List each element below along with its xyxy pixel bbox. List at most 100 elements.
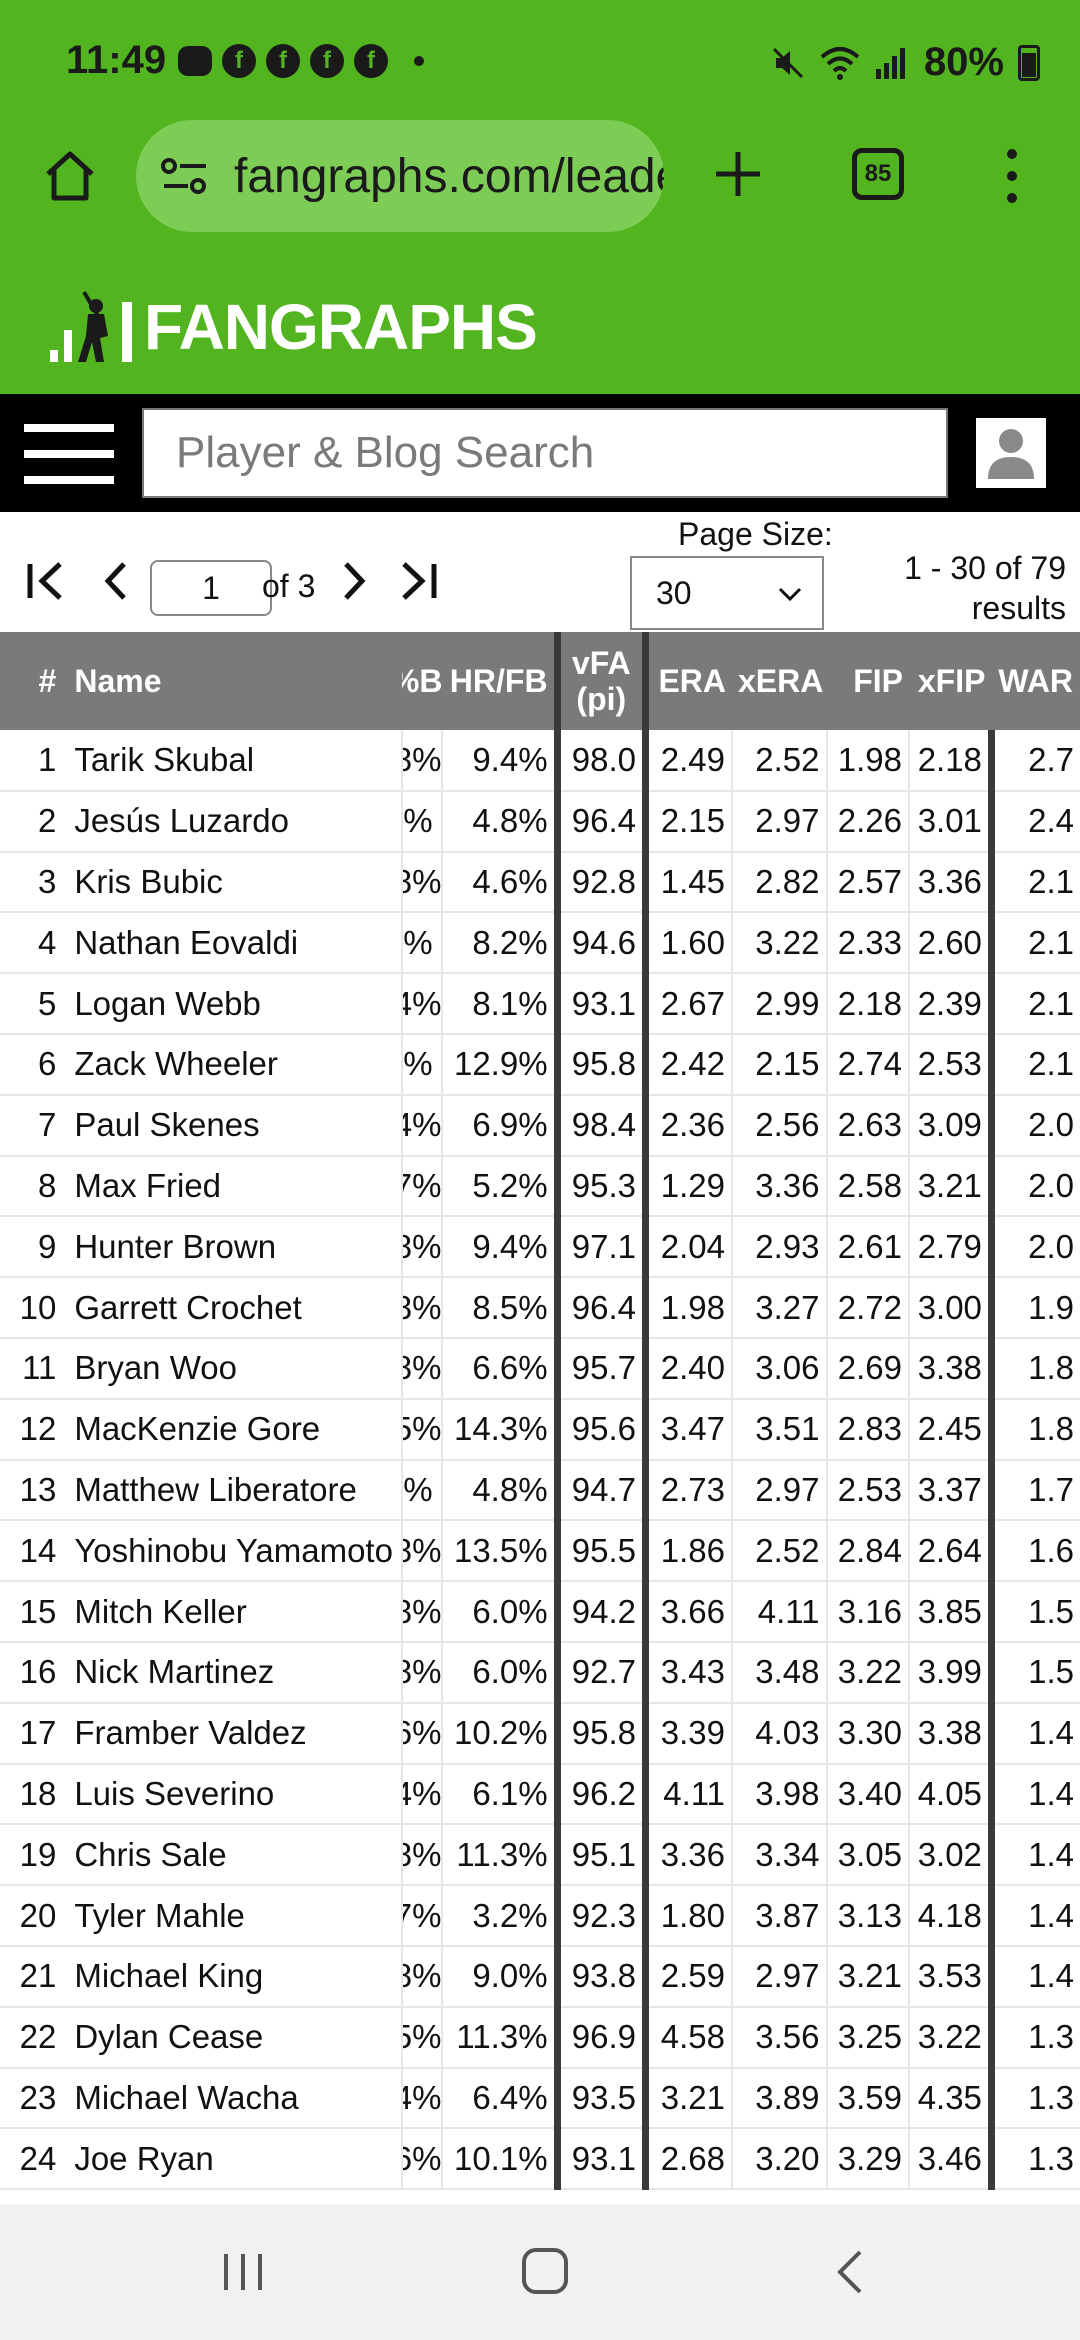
cell-player-name[interactable]: Michael Wacha: [62, 2067, 404, 2130]
cell-rank: 14: [10, 1520, 63, 1583]
row-edge: [0, 1945, 11, 2008]
cell-xfip: 3.99: [908, 1641, 995, 1704]
cell-rank: 15: [10, 1581, 63, 1643]
next-page-icon[interactable]: [336, 556, 372, 606]
more-options-icon[interactable]: [1000, 146, 1024, 206]
cell-rank: 8: [10, 1155, 63, 1218]
cell-player-name[interactable]: Tyler Mahle: [62, 1885, 404, 1947]
cell-vfa: 95.1: [553, 1824, 650, 1887]
cell-era: 2.67: [645, 973, 734, 1035]
cell-fip: 2.53: [826, 1459, 910, 1522]
header-fip[interactable]: FIP: [826, 632, 909, 730]
cell-vfa: 95.7: [553, 1337, 650, 1400]
user-account-button[interactable]: [976, 418, 1046, 488]
cell-player-name[interactable]: Kris Bubic: [62, 851, 404, 914]
header-name[interactable]: Name: [62, 632, 403, 730]
results-count: 1 - 30 of 79 results: [904, 550, 1066, 626]
cell-hr-fb: 5.2%: [442, 1155, 559, 1218]
cell-player-name[interactable]: Dylan Cease: [62, 2006, 404, 2069]
cell-fip: 3.21: [826, 1945, 910, 2008]
cell-player-name[interactable]: Max Fried: [62, 1155, 404, 1218]
cell-player-name[interactable]: Zack Wheeler: [62, 1033, 404, 1096]
table-row: 4 Nathan Eovaldi% 8.2% 94.6 1.60 3.22 2.33 2.60…: [0, 912, 1080, 975]
cell-player-name[interactable]: Framber Valdez: [62, 1702, 404, 1765]
recent-apps-icon[interactable]: [220, 2252, 266, 2292]
cell-era: 1.98: [645, 1277, 734, 1339]
cell-xera: 2.52: [732, 1520, 828, 1583]
new-tab-icon[interactable]: [708, 144, 768, 204]
cell-hr-fb: 8.2%: [442, 912, 559, 975]
cell-player-name[interactable]: Michael King: [62, 1945, 404, 2008]
cell-player-name[interactable]: Joe Ryan: [62, 2128, 404, 2191]
row-edge: [0, 912, 11, 975]
site-settings-icon[interactable]: [160, 156, 210, 196]
last-page-icon[interactable]: [396, 556, 440, 606]
cell-xfip: 3.22: [908, 2006, 995, 2069]
cell-fip: 2.69: [826, 1337, 910, 1400]
fangraphs-logo[interactable]: FANGRAPHS: [48, 290, 538, 364]
player-blog-search-input[interactable]: [142, 408, 948, 498]
cell-xfip: 3.85: [908, 1581, 995, 1643]
header-hr-fb[interactable]: HR/FB: [442, 632, 558, 730]
cell-hr-fb: 10.1%: [442, 2128, 559, 2191]
home-icon[interactable]: [522, 2248, 568, 2294]
cell-fip: 3.30: [826, 1702, 910, 1765]
row-edge: [0, 1763, 11, 1826]
header-era[interactable]: ERA: [645, 632, 732, 730]
cell-player-name[interactable]: Nick Martinez: [62, 1641, 404, 1704]
cell-player-name[interactable]: Matthew Liberatore: [62, 1459, 404, 1522]
address-bar[interactable]: fangraphs.com/leaders: [136, 120, 664, 232]
cell-hr-fb: 6.0%: [442, 1581, 559, 1643]
header-rank[interactable]: #: [10, 632, 63, 730]
site-search-bar: [0, 394, 1080, 512]
cell-war: 2.0: [991, 1155, 1080, 1218]
cell-war: 2.1: [991, 912, 1080, 975]
first-page-icon[interactable]: [24, 556, 68, 606]
cell-player-name[interactable]: Luis Severino: [62, 1763, 404, 1826]
cell-hr-fb: 9.0%: [442, 1945, 559, 2008]
row-edge: [0, 1277, 11, 1339]
page-number-input[interactable]: [150, 560, 272, 616]
header-pct[interactable]: B%: [402, 632, 443, 730]
tab-switcher-button[interactable]: 85: [852, 148, 904, 200]
row-edge: [0, 1581, 11, 1643]
cell-vfa: 92.3: [553, 1885, 650, 1947]
page-size-select[interactable]: 30: [630, 556, 824, 630]
cell-xfip: 3.01: [908, 790, 995, 853]
cell-player-name[interactable]: Jesús Luzardo: [62, 790, 404, 853]
cell-player-name[interactable]: Paul Skenes: [62, 1094, 404, 1157]
hamburger-menu-icon[interactable]: [24, 424, 114, 484]
header-xfip[interactable]: xFIP: [908, 632, 992, 730]
cell-player-name[interactable]: Nathan Eovaldi: [62, 912, 404, 975]
cell-xera: 4.11: [732, 1581, 828, 1643]
row-edge: [0, 1094, 11, 1157]
header-xera[interactable]: xERA: [732, 632, 827, 730]
cell-rank: 1: [10, 730, 63, 792]
header-war[interactable]: WAR: [991, 632, 1080, 730]
cell-player-name[interactable]: Bryan Woo: [62, 1337, 404, 1400]
cell-fip: 2.63: [826, 1094, 910, 1157]
cell-player-name[interactable]: Tarik Skubal: [62, 730, 404, 792]
cell-player-name[interactable]: Logan Webb: [62, 973, 404, 1035]
cell-vfa: 95.6: [553, 1398, 650, 1461]
cell-xera: 2.97: [732, 1945, 828, 2008]
header-vfa[interactable]: vFA (pi): [553, 632, 650, 730]
cell-player-name[interactable]: Hunter Brown: [62, 1216, 404, 1279]
cell-player-name[interactable]: Chris Sale: [62, 1824, 404, 1887]
cell-player-name[interactable]: MacKenzie Gore: [62, 1398, 404, 1461]
cell-player-name[interactable]: Yoshinobu Yamamoto: [62, 1520, 404, 1583]
cell-xfip: 3.37: [908, 1459, 995, 1522]
url-text: fangraphs.com/leaders: [234, 149, 664, 203]
cell-xera: 2.99: [732, 973, 828, 1035]
cell-fip: 2.57: [826, 851, 910, 914]
cell-player-name[interactable]: Garrett Crochet: [62, 1277, 404, 1339]
back-icon[interactable]: [830, 2248, 870, 2296]
home-icon[interactable]: [40, 146, 100, 206]
previous-page-icon[interactable]: [98, 556, 134, 606]
cell-player-name[interactable]: Mitch Keller: [62, 1581, 404, 1643]
cell-pct: 8%: [402, 1945, 444, 2008]
